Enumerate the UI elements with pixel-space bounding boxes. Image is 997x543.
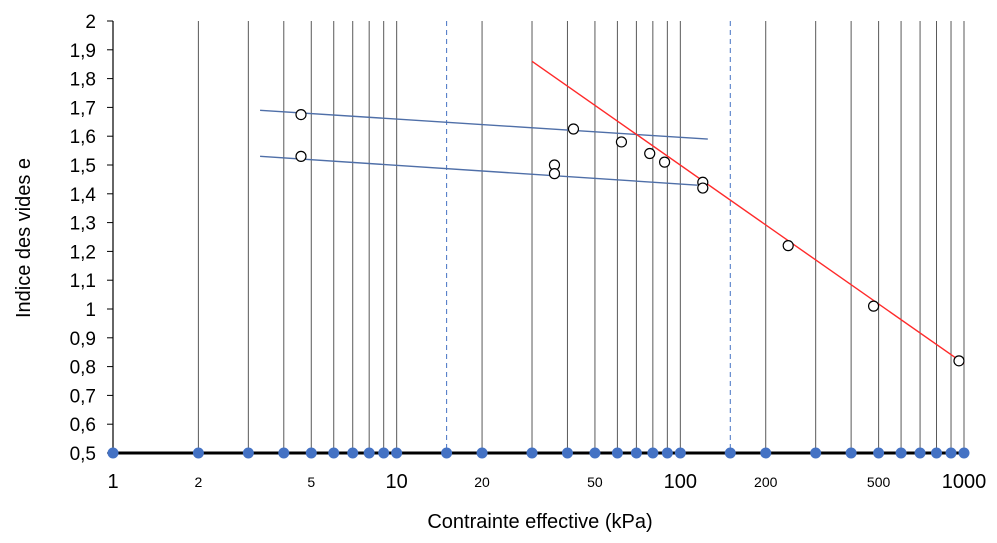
x-tick-label: 10 [386,471,408,493]
y-tick-labels: 0,5 0,6 0,7 0,8 0,9 1 1,1 1,2 1,3 1,4 1,5 1,6 1,7 1,8… [70,12,97,465]
x-tick-label: 1000 [942,471,987,493]
axis-marker [391,447,403,459]
axis-marker [305,447,317,459]
x-tick-label: 500 [867,474,891,490]
trend-line [260,109,708,140]
trend-lines [260,60,965,365]
data-point [295,108,307,121]
axis-marker [441,447,453,459]
y-tick-label: 1,8 [70,70,96,91]
axis-marker [945,447,957,459]
axis-marker [810,447,822,459]
y-tick-label: 1,2 [70,242,96,263]
data-point [615,136,628,148]
axis-marker [873,447,885,459]
y-tick-label: 1,1 [70,271,96,292]
x-tick-label: 200 [754,474,778,490]
data-point [697,182,709,194]
x-axis [107,20,970,459]
axis-marker [192,447,204,459]
data-point [644,147,656,160]
axis-marker [363,447,375,459]
gridlines [197,21,965,453]
axis-marker [647,447,659,459]
x-tick-label: 50 [587,474,603,490]
axis-marker [895,447,907,459]
axis-marker [630,447,642,459]
data-point [567,123,580,135]
axis-marker [561,447,573,459]
y-tick-label: 1,4 [70,185,97,206]
y-tick-label: 0,5 [70,444,96,465]
y-tick-label: 1 [85,300,96,321]
trend-line [260,155,698,186]
data-point [658,156,671,168]
data-point [548,168,561,180]
x-tick-labels: 1 2 5 10 20 50 100 200 500 1000 [107,471,986,493]
data-point [867,300,880,312]
y-tick-label: 0,9 [70,329,96,350]
axis-marker [931,447,943,459]
axis-marker [526,447,538,459]
axis-marker [611,447,623,459]
data-points [295,108,965,367]
y-axis-title: Indice des vides e [13,158,35,318]
y-tick-label: 1,7 [70,98,96,119]
axis-marker [347,447,359,459]
data-point [953,355,965,367]
axis-marker [674,447,686,459]
trend-line [531,60,965,365]
axis-marker [760,447,772,459]
y-tick-label: 0,7 [70,386,96,407]
axis-marker [242,447,254,459]
axis-marker [724,447,736,459]
data-point [782,240,794,252]
axis-marker [378,447,390,459]
x-tick-label: 1 [107,471,118,493]
axis-marker [476,447,488,459]
axis-marker [845,447,857,459]
axis-marker [958,447,970,459]
y-tick-label: 1,5 [70,156,96,177]
y-tick-label: 1,3 [70,214,96,235]
y-tick-label: 2 [85,12,96,33]
axis-marker [914,447,926,459]
x-tick-label: 5 [307,474,315,490]
x-axis-title: Contrainte effective (kPa) [427,511,652,533]
x-tick-label: 2 [194,474,202,490]
y-tick-label: 1,6 [70,127,96,148]
y-tick-label: 0,8 [70,358,96,379]
data-point [295,150,307,162]
axis-marker [328,447,340,459]
axis-marker [278,447,290,459]
y-tick-label: 0,6 [70,415,96,436]
x-tick-label: 100 [664,471,697,493]
axis-marker [107,447,119,459]
axis-marker [661,447,673,459]
y-tick-label: 1,9 [70,41,96,62]
x-tick-label: 20 [474,474,490,490]
axis-marker [589,447,601,459]
